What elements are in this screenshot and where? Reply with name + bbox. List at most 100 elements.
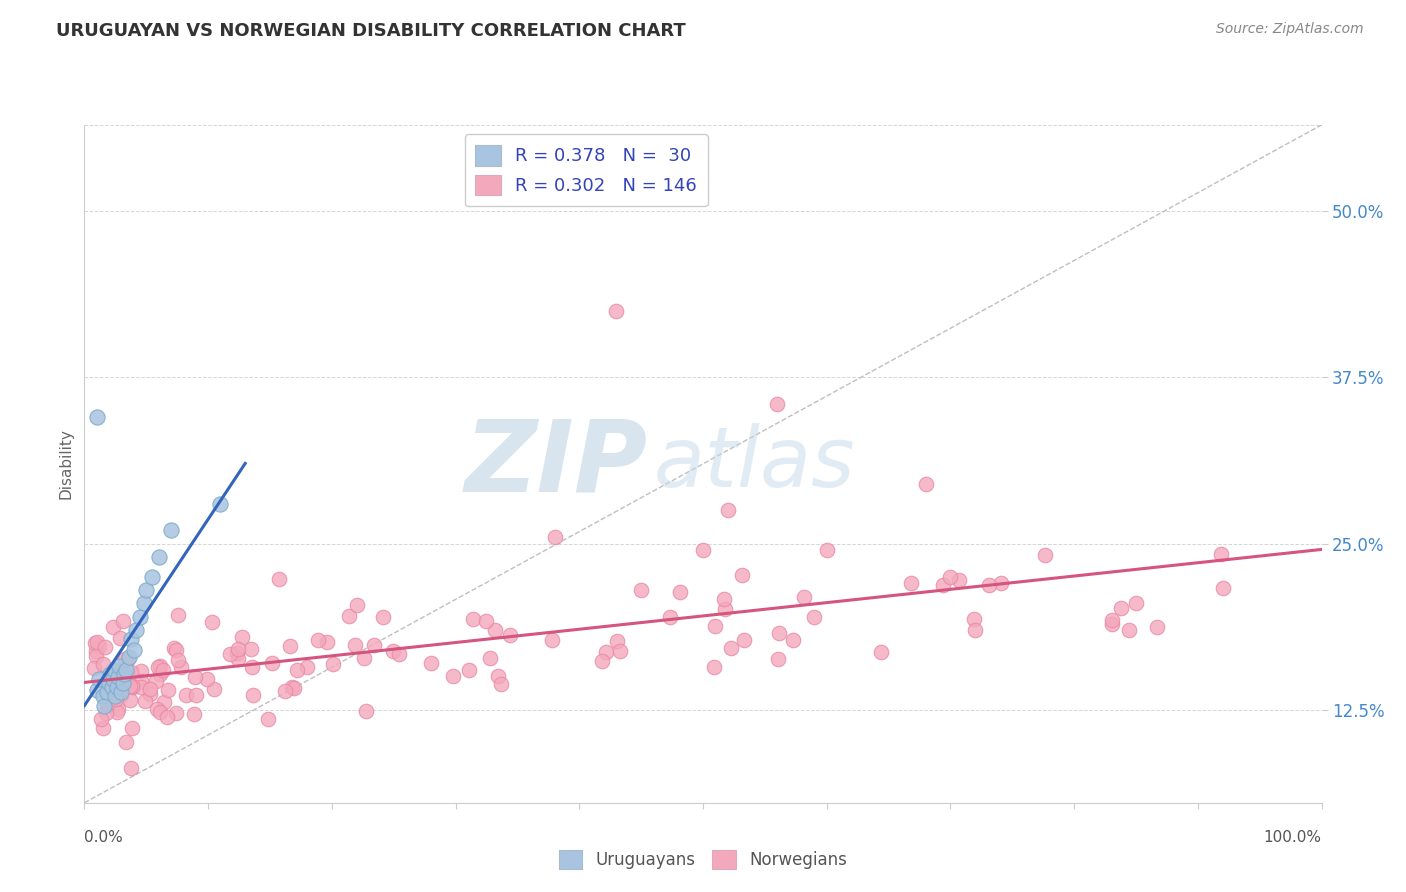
Point [170,659,193,673]
Point [990,576,1012,591]
Point [1118,624,1140,638]
Point [120,632,142,647]
Point [484,623,506,637]
Point [145,673,167,688]
Point [478,651,501,665]
Point [260,657,283,671]
Point [121,721,143,735]
Point [307,632,329,647]
Point [870,645,893,659]
Point [89,712,111,726]
Point [120,665,142,679]
Point [768,626,790,640]
Point [541,633,564,648]
Point [226,642,249,657]
Point [135,583,157,598]
Point [108,659,131,673]
Point [914,476,936,491]
Point [152,663,174,677]
Point [977,577,1000,591]
Point [201,615,224,630]
Point [110,688,132,702]
Point [118,693,141,707]
Point [96,706,118,721]
Point [731,567,754,582]
Point [100,680,122,694]
Point [1212,581,1234,595]
Point [498,628,520,642]
Point [107,702,129,716]
Point [543,530,565,544]
Point [257,712,280,726]
Point [239,641,262,656]
Point [118,679,141,693]
Point [91,657,114,671]
Point [419,657,441,671]
Point [162,640,184,655]
Point [344,638,367,652]
Point [125,623,148,637]
Point [591,654,613,668]
Point [93,698,115,713]
Point [322,657,344,671]
Point [117,652,139,666]
Point [267,572,290,586]
Point [939,570,962,584]
Text: ZIP: ZIP [464,416,647,512]
Point [815,543,838,558]
Point [461,612,484,626]
Point [1101,616,1123,631]
Point [121,679,143,693]
Point [242,689,264,703]
Point [103,663,125,677]
Point [692,543,714,558]
Point [457,663,479,677]
Point [782,632,804,647]
Point [609,644,631,658]
Point [149,705,172,719]
Point [931,577,953,591]
Point [165,706,187,720]
Point [167,653,190,667]
Point [86,649,108,664]
Point [195,672,218,686]
Point [166,607,188,622]
Point [118,649,141,664]
Point [717,503,740,517]
Point [963,612,986,626]
Text: 0.0%: 0.0% [84,830,124,845]
Point [388,647,411,661]
Point [156,710,179,724]
Point [363,638,385,652]
Point [112,615,135,629]
Point [1101,613,1123,627]
Point [353,651,375,665]
Point [83,661,105,675]
Point [107,669,129,683]
Point [226,652,249,666]
Point [148,549,170,564]
Point [86,635,108,649]
Point [157,682,180,697]
Point [346,599,368,613]
Point [803,609,825,624]
Point [132,596,155,610]
Text: Source: ZipAtlas.com: Source: ZipAtlas.com [1216,22,1364,37]
Point [105,705,128,719]
Point [900,576,922,591]
Point [129,674,152,689]
Point [1209,547,1232,561]
Point [111,676,134,690]
Point [134,693,156,707]
Point [218,647,240,661]
Point [129,609,152,624]
Point [105,680,128,694]
Point [231,630,253,644]
Point [86,410,108,425]
Point [766,397,789,411]
Point [108,673,131,688]
Point [112,673,135,687]
Point [278,639,301,653]
Text: atlas: atlas [654,424,855,504]
Point [337,609,360,624]
